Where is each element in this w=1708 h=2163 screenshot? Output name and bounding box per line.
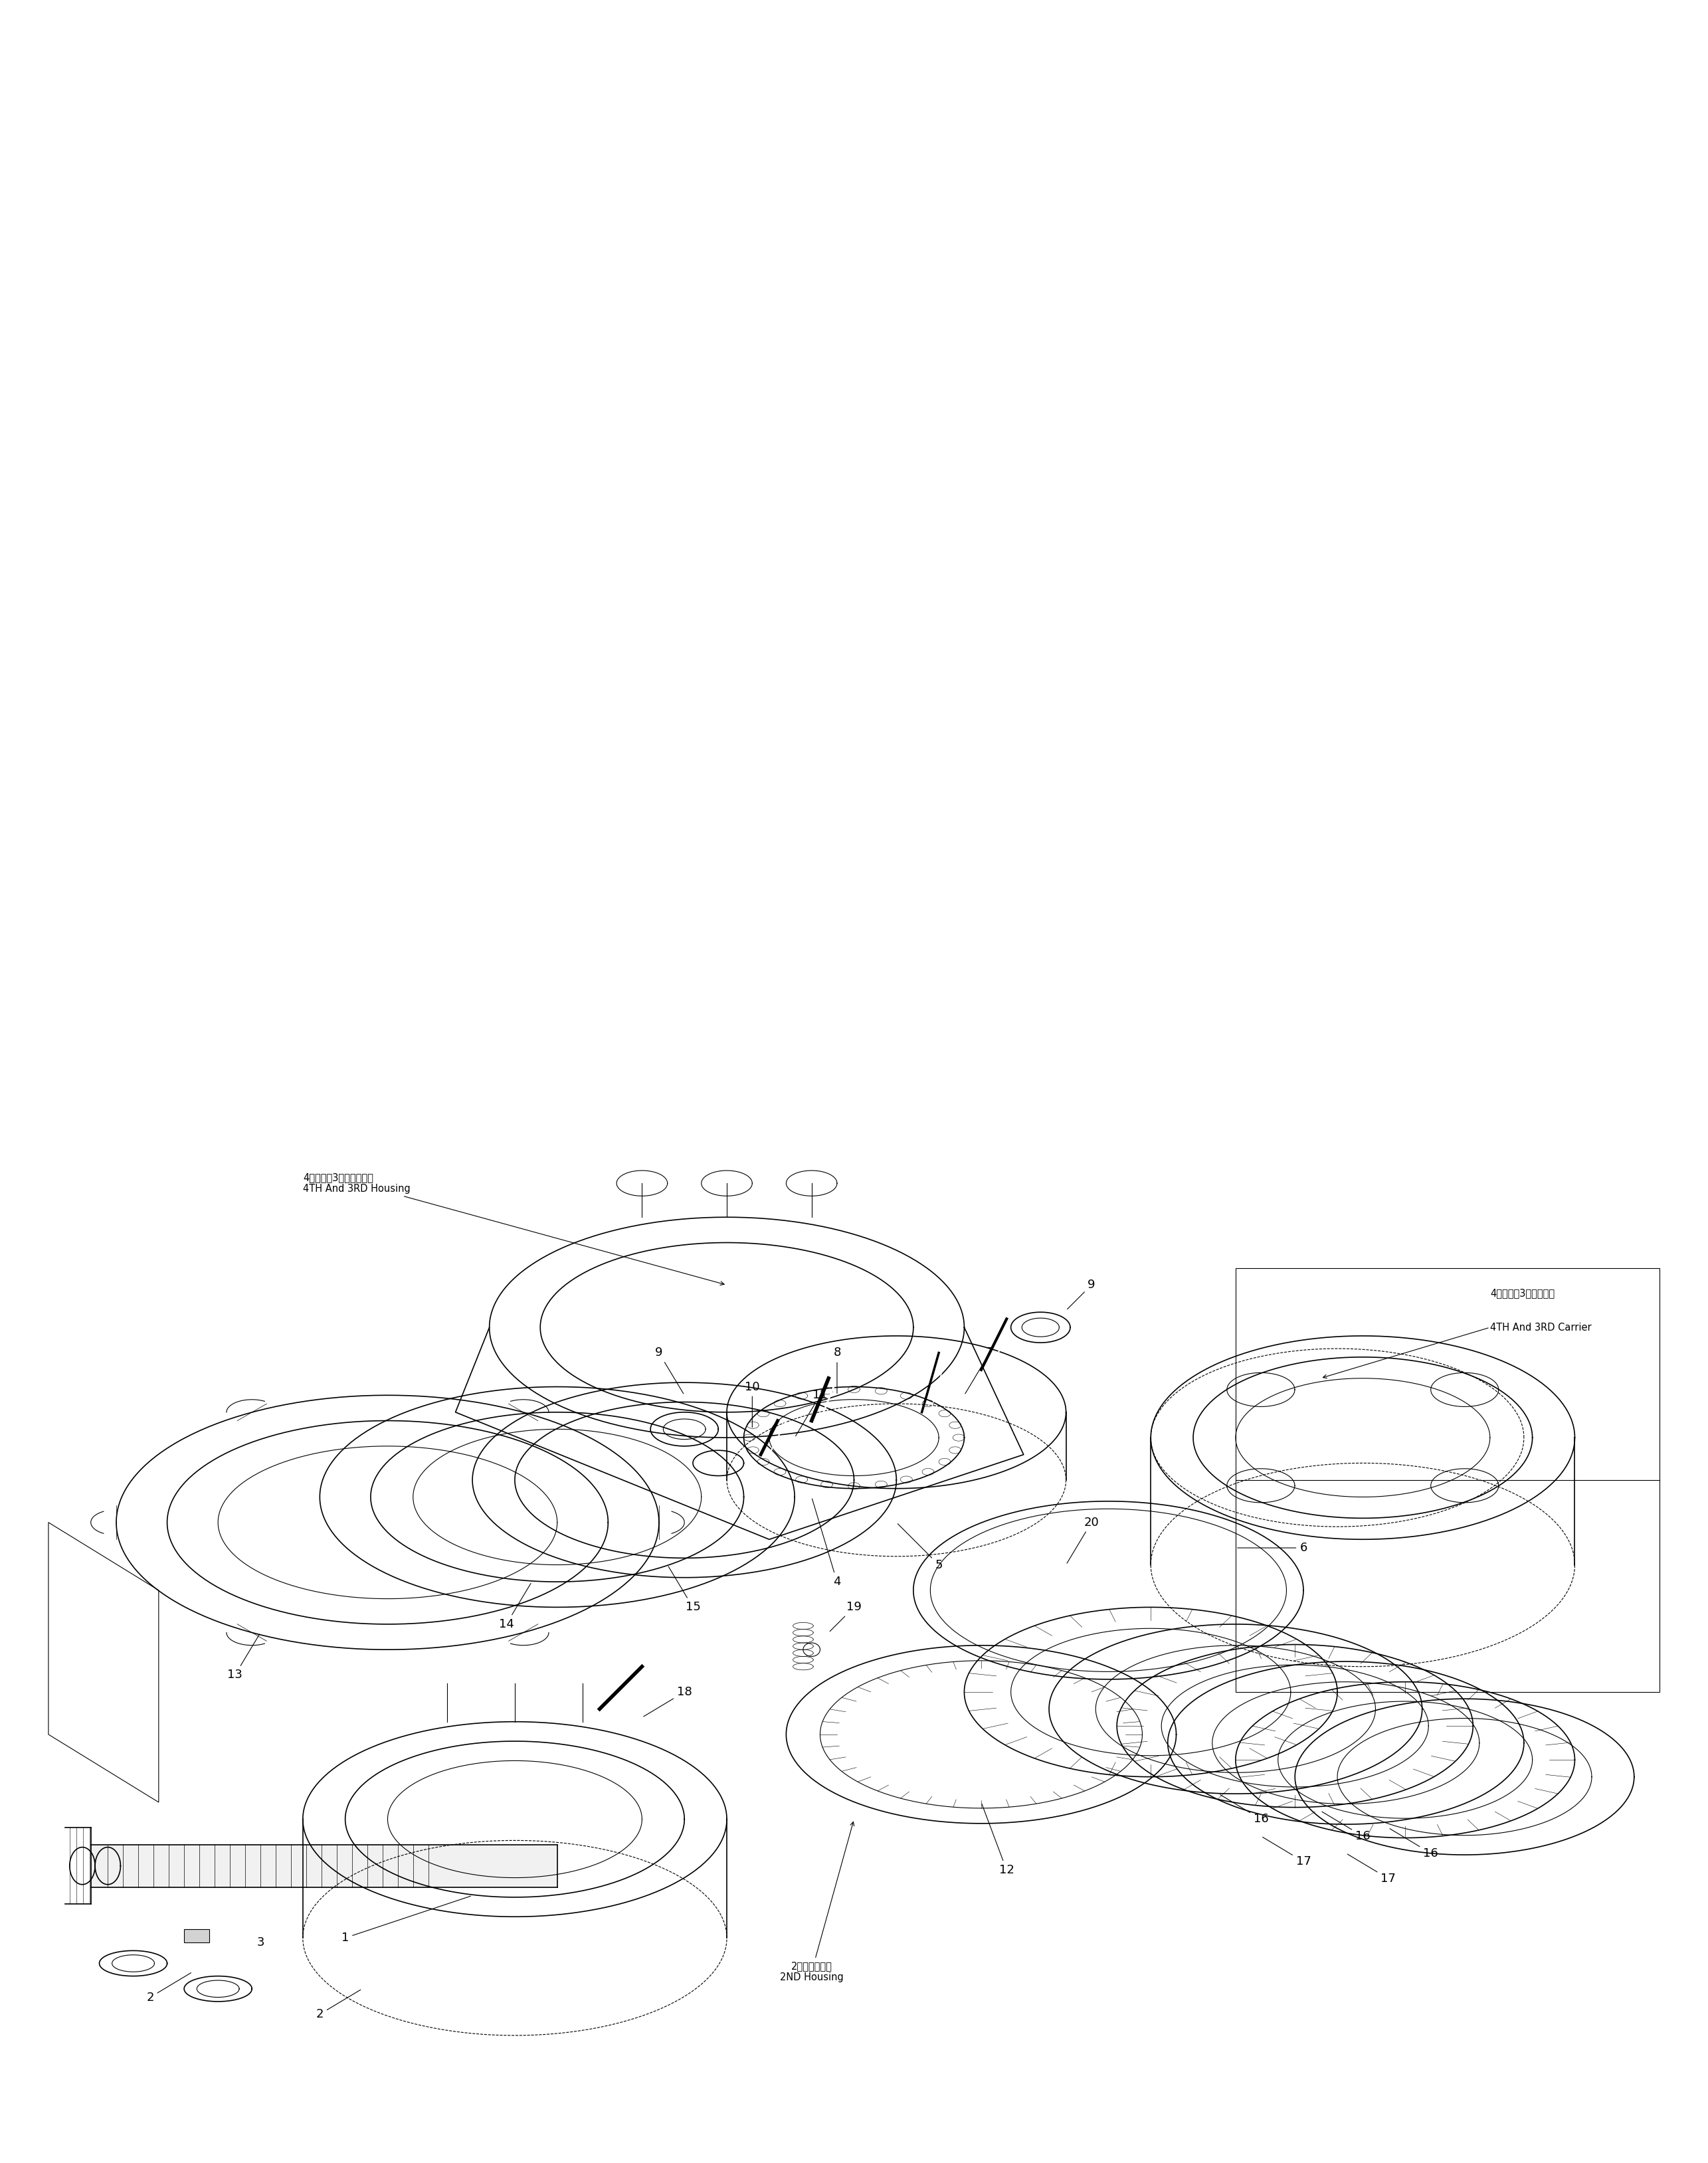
Text: 19: 19 [830, 1601, 861, 1631]
Text: 16: 16 [1322, 1813, 1370, 1843]
Text: 3: 3 [256, 1936, 265, 1949]
Text: 16: 16 [1220, 1795, 1269, 1826]
Text: 2速ハウジング
2ND Housing: 2速ハウジング 2ND Housing [781, 1821, 854, 1983]
Text: 4: 4 [811, 1499, 840, 1588]
Text: 12: 12 [982, 1804, 1015, 1875]
Text: 18: 18 [644, 1685, 692, 1717]
Text: 6: 6 [1237, 1542, 1307, 1553]
Text: 20: 20 [1068, 1516, 1098, 1564]
Text: 4速および3速キャリヤ: 4速および3速キャリヤ [1489, 1289, 1554, 1298]
Text: 9: 9 [1068, 1278, 1095, 1309]
Polygon shape [184, 1929, 210, 1942]
Text: 9: 9 [656, 1348, 683, 1393]
Text: 10: 10 [745, 1380, 760, 1428]
Text: 13: 13 [227, 1635, 260, 1681]
Text: 5: 5 [898, 1523, 943, 1570]
Text: 17: 17 [1262, 1836, 1312, 1867]
Text: 15: 15 [668, 1566, 700, 1614]
Text: 14: 14 [499, 1583, 531, 1631]
Text: 11: 11 [796, 1389, 828, 1436]
Text: 4速および3速ハウジング
4TH And 3RD Housing: 4速および3速ハウジング 4TH And 3RD Housing [302, 1172, 724, 1285]
Text: 1: 1 [342, 1897, 471, 1945]
Text: 4TH And 3RD Carrier: 4TH And 3RD Carrier [1489, 1322, 1592, 1332]
Text: 8: 8 [834, 1348, 840, 1393]
Text: 17: 17 [1348, 1854, 1395, 1884]
Text: 2: 2 [316, 1990, 360, 2020]
Text: 16: 16 [1390, 1828, 1438, 1860]
Text: 2: 2 [147, 1973, 191, 2003]
Text: 7: 7 [965, 1348, 994, 1393]
